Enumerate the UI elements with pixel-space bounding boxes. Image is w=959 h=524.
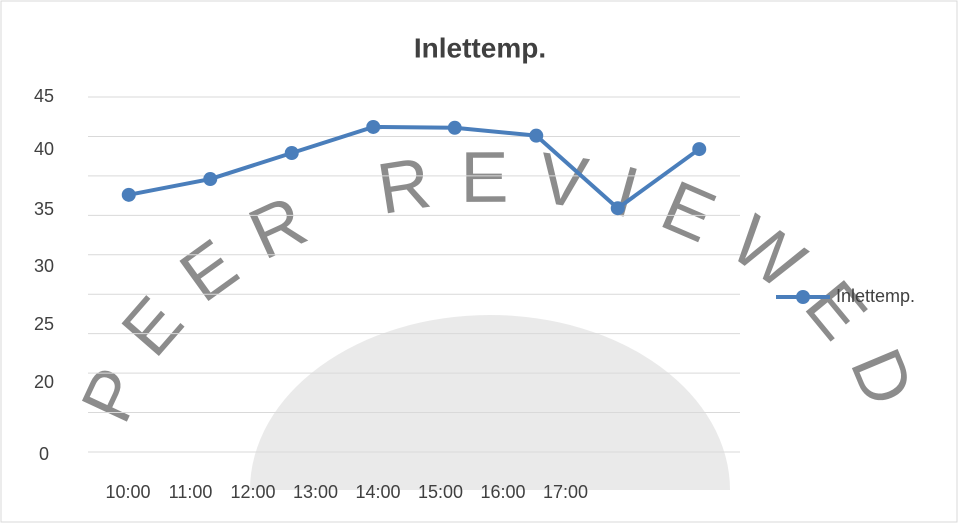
series-line — [128, 124, 701, 211]
data-point — [366, 119, 381, 134]
data-point — [447, 120, 462, 135]
x-tick-label: 14:00 — [355, 482, 400, 502]
x-tick-label: 11:00 — [169, 482, 213, 502]
y-tick-label: 25 — [34, 314, 54, 334]
x-tick-label: 17:00 — [543, 482, 588, 502]
y-tick-label: 0 — [39, 444, 49, 464]
legend-marker — [796, 290, 810, 304]
x-tick-label: 13:00 — [293, 482, 338, 502]
x-tick-label: 12:00 — [230, 482, 275, 502]
data-point — [284, 146, 299, 161]
data-point — [529, 128, 544, 143]
y-tick-label: 20 — [34, 372, 54, 392]
y-tick-label: 30 — [34, 256, 54, 276]
y-tick-label: 45 — [34, 86, 54, 106]
x-tick-label: 10:00 — [105, 482, 150, 502]
data-point — [121, 187, 136, 202]
x-tick-label: 15:00 — [418, 482, 463, 502]
data-point — [203, 172, 218, 187]
data-point — [692, 142, 707, 157]
watermark-shape — [250, 315, 730, 490]
x-tick-label: 16:00 — [480, 482, 525, 502]
data-point — [610, 201, 625, 216]
y-tick-label: 35 — [34, 199, 54, 219]
chart-title: Inlettemp. — [414, 32, 546, 63]
y-tick-label: 40 — [34, 139, 54, 159]
legend-label: Inlettemp. — [836, 286, 915, 306]
